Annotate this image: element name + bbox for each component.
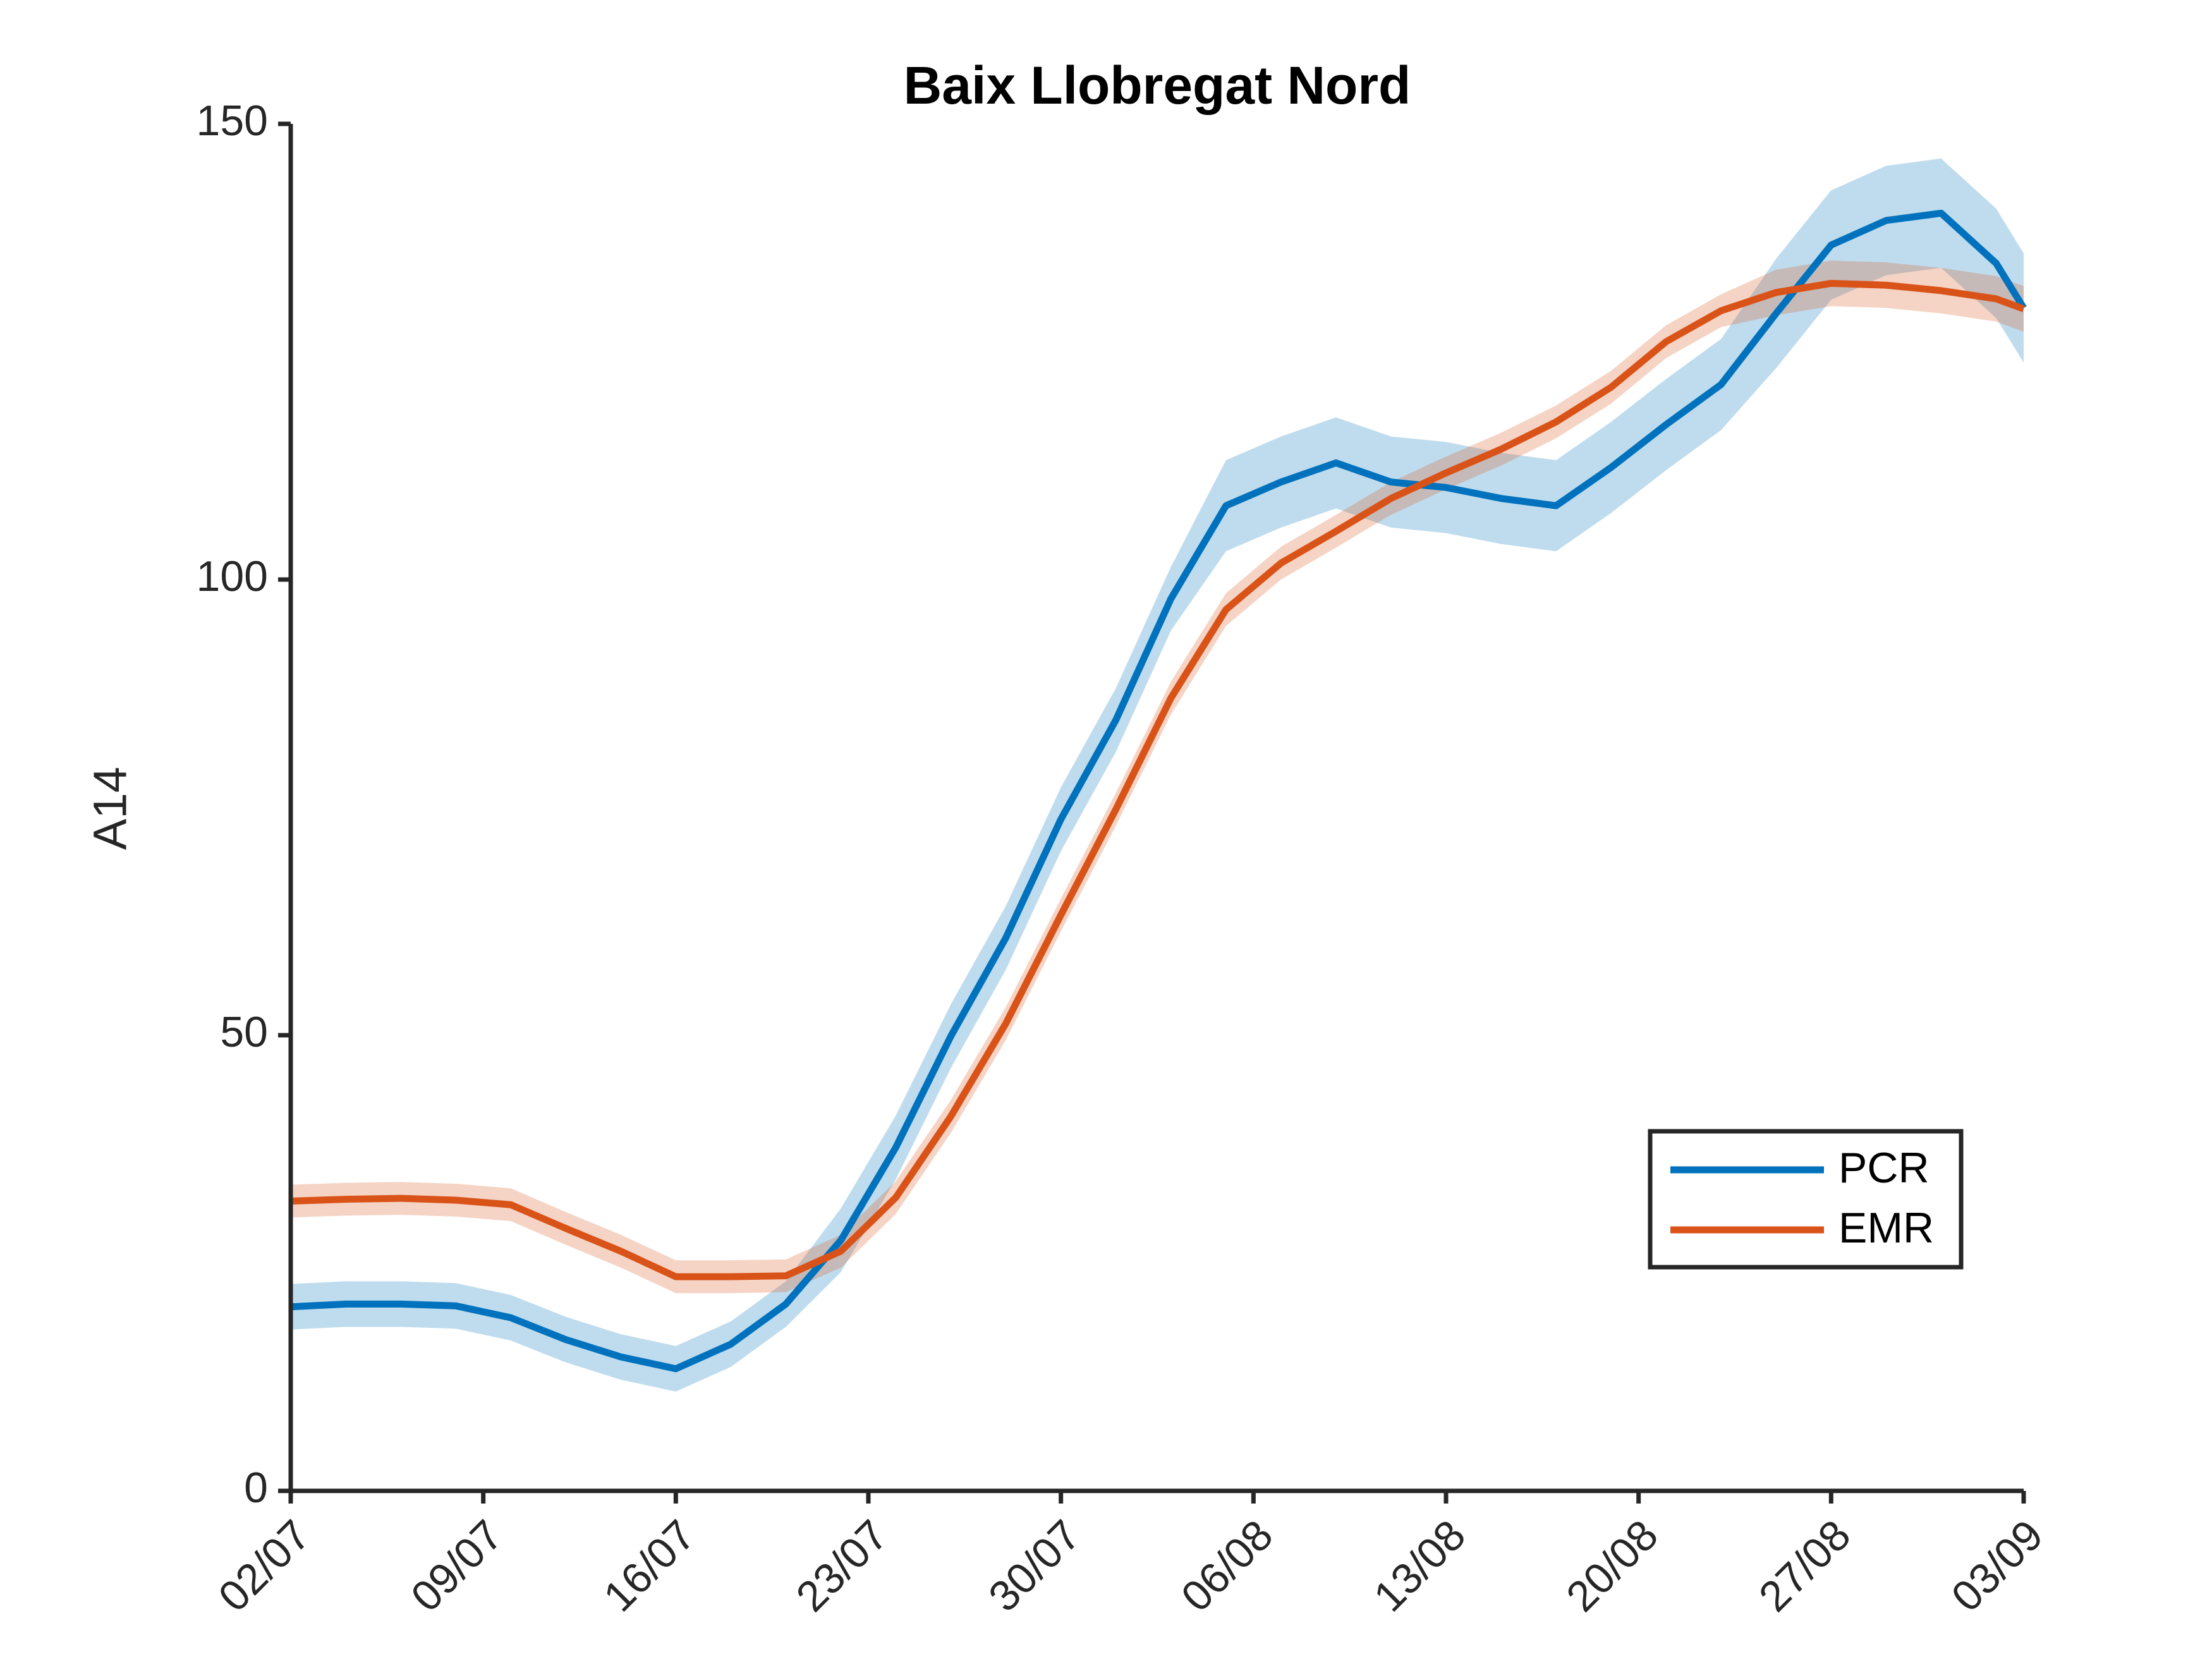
x-tick-label: 13/08	[1364, 1511, 1474, 1621]
confidence-band	[291, 260, 2024, 1294]
legend: PCR EMR	[1648, 1129, 1964, 1270]
x-tick-label: 20/08	[1557, 1511, 1667, 1621]
x-tick-label: 27/08	[1750, 1511, 1860, 1621]
y-axis-label: A14	[84, 767, 137, 850]
y-tick-label: 150	[197, 97, 268, 145]
chart-title: Baix Llobregat Nord	[904, 56, 1411, 115]
legend-label: PCR	[1838, 1144, 1929, 1192]
series-line	[290, 279, 2025, 1280]
x-tick-label: 02/07	[209, 1511, 319, 1621]
x-tick-label: 30/07	[980, 1511, 1090, 1621]
x-tick-label: 03/09	[1942, 1511, 2052, 1621]
legend-box	[1648, 1129, 1964, 1270]
confidence-band	[291, 158, 2024, 1392]
x-tick-label: 09/07	[402, 1511, 512, 1621]
x-tick-label: 06/08	[1172, 1511, 1282, 1621]
series-line	[290, 209, 2027, 1373]
y-tick-label: 50	[220, 1008, 268, 1056]
x-tick-label: 16/07	[595, 1511, 705, 1621]
y-tick-label: 100	[197, 552, 268, 600]
x-tick-label: 23/07	[787, 1511, 897, 1621]
legend-label: EMR	[1838, 1204, 1934, 1252]
y-tick-label: 0	[244, 1464, 268, 1512]
